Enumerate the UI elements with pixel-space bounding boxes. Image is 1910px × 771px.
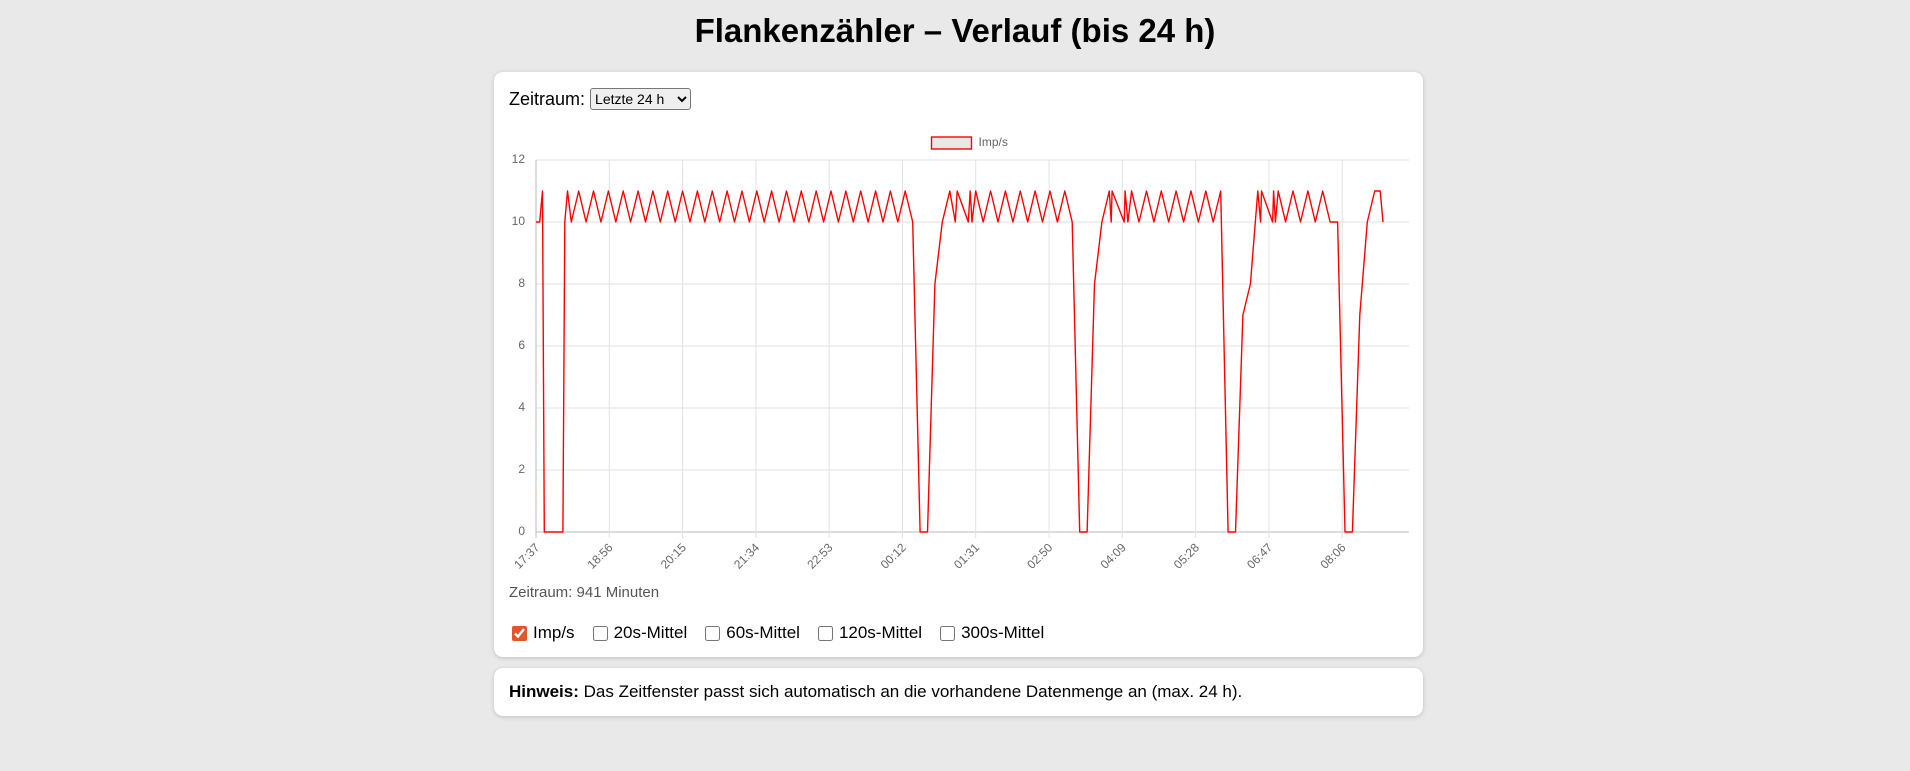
note-card: Hinweis: Das Zeitfenster passt sich auto… — [494, 668, 1423, 716]
toggle-checkbox[interactable] — [705, 625, 721, 641]
note: Hinweis: Das Zeitfenster passt sich auto… — [509, 682, 1242, 702]
toggle-label: 120s-Mittel — [838, 623, 923, 642]
toggle[interactable]: 300s-Mittel — [940, 623, 1044, 643]
range-label: Zeitraum: — [509, 88, 586, 109]
toggle[interactable]: 120s-Mittel — [817, 623, 923, 643]
toggle-checkbox[interactable] — [940, 625, 956, 641]
toggle-checkbox[interactable] — [817, 625, 833, 641]
note-label: Hinweis: — [509, 682, 579, 701]
chart-card: Zeitraum: Letzte 24 h Zeitraum: 941 Minu… — [494, 72, 1423, 657]
toggle[interactable]: 20s-Mittel — [592, 623, 688, 643]
toggle-checkbox[interactable] — [592, 625, 608, 641]
note-text: Das Zeitfenster passt sich automatisch a… — [583, 682, 1243, 701]
toggle[interactable]: Imp/s — [512, 623, 575, 643]
page-title: Flankenzähler – Verlauf (bis 24 h) — [694, 12, 1216, 49]
toggle-label: Imp/s — [533, 623, 575, 642]
span-text: Zeitraum: 941 Minuten — [509, 584, 660, 601]
toggle-label: 60s-Mittel — [726, 623, 800, 642]
range-control: Zeitraum: Letzte 24 h — [509, 88, 692, 110]
toggle-checkbox[interactable] — [512, 625, 527, 641]
toggle-label: 300s-Mittel — [961, 623, 1045, 642]
toggle[interactable]: 60s-Mittel — [705, 623, 800, 643]
range-select[interactable]: Letzte 24 h — [590, 88, 692, 110]
series-toggles: Imp/s 20s-Mittel 60s-Mittel 120s-Mittel 300s… — [512, 623, 1044, 643]
toggle-label: 20s-Mittel — [613, 623, 688, 642]
